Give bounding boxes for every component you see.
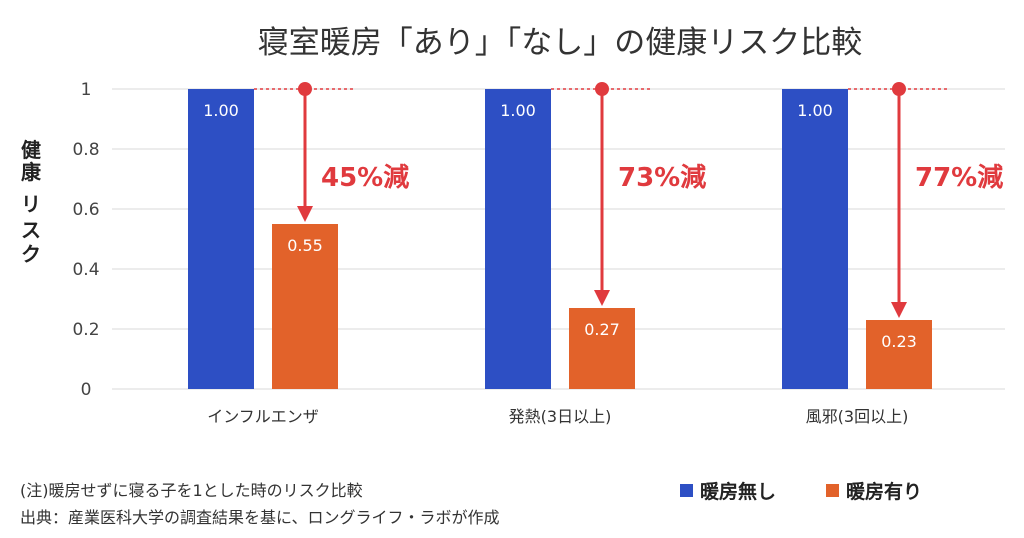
- bar-暖房無し: [782, 89, 848, 389]
- bar-暖房有り: [272, 224, 338, 389]
- y-tick-label: 1: [81, 80, 92, 100]
- y-tick-label: 0.6: [72, 200, 99, 220]
- reduction-arrow-head: [594, 290, 610, 306]
- y-axis-label-char: 康: [21, 160, 42, 184]
- footnote: (注)暖房せずに寝る子を1とした時のリスク比較: [20, 481, 363, 500]
- footnote: 出典：産業医科大学の調査結果を基に、ロングライフ・ラボが作成: [20, 508, 500, 527]
- y-axis-label-char: 健: [21, 138, 41, 162]
- x-category-label: 風邪(3回以上): [806, 407, 909, 426]
- reduction-arrow-head: [891, 302, 907, 318]
- reduction-arrows: 45%減 73%減 77%減: [254, 82, 1003, 318]
- legend-swatch: [680, 484, 693, 497]
- bar-value-label: 1.00: [500, 101, 536, 120]
- bar-value-label: 1.00: [797, 101, 833, 120]
- bar-暖房無し: [188, 89, 254, 389]
- x-axis-categories: インフルエンザ 発熱(3日以上) 風邪(3回以上): [207, 407, 908, 426]
- y-axis-ticks: 0 0.2 0.4 0.6 0.8 1: [72, 80, 99, 400]
- bar-data-labels: 1.00 0.55 1.00 0.27 1.00 0.23: [203, 101, 917, 351]
- footnotes: (注)暖房せずに寝る子を1とした時のリスク比較出典：産業医科大学の調査結果を基に…: [20, 481, 500, 527]
- y-axis-label-char: ス: [21, 218, 41, 242]
- bar-暖房無し: [485, 89, 551, 389]
- y-axis-label: 健康リスク: [21, 138, 42, 266]
- reduction-arrow-head: [297, 206, 313, 222]
- reduction-label: 45%減: [321, 163, 409, 193]
- x-category-label: 発熱(3日以上): [509, 407, 612, 426]
- legend: 暖房無し 暖房有り: [680, 480, 922, 503]
- legend-swatch: [826, 484, 839, 497]
- y-tick-label: 0.8: [72, 140, 99, 160]
- reduction-label: 73%減: [618, 163, 706, 193]
- legend-label: 暖房有り: [846, 480, 922, 503]
- reduction-label: 77%減: [915, 163, 1003, 193]
- bar-暖房有り: [569, 308, 635, 389]
- y-tick-label: 0.2: [72, 320, 99, 340]
- bar-value-label: 0.23: [881, 332, 917, 351]
- bar-value-label: 0.27: [584, 320, 620, 339]
- bar-value-label: 0.55: [287, 236, 323, 255]
- chart-title: 寝室暖房「あり」「なし」の健康リスク比較: [258, 25, 863, 61]
- bar-暖房有り: [866, 320, 932, 389]
- y-axis-label-char: ク: [21, 242, 41, 266]
- legend-label: 暖房無し: [700, 480, 776, 503]
- bars: [188, 89, 932, 389]
- x-category-label: インフルエンザ: [207, 407, 319, 426]
- y-tick-label: 0: [81, 380, 92, 400]
- y-tick-label: 0.4: [72, 260, 99, 280]
- bar-value-label: 1.00: [203, 101, 239, 120]
- y-axis-label-char: リ: [21, 192, 41, 216]
